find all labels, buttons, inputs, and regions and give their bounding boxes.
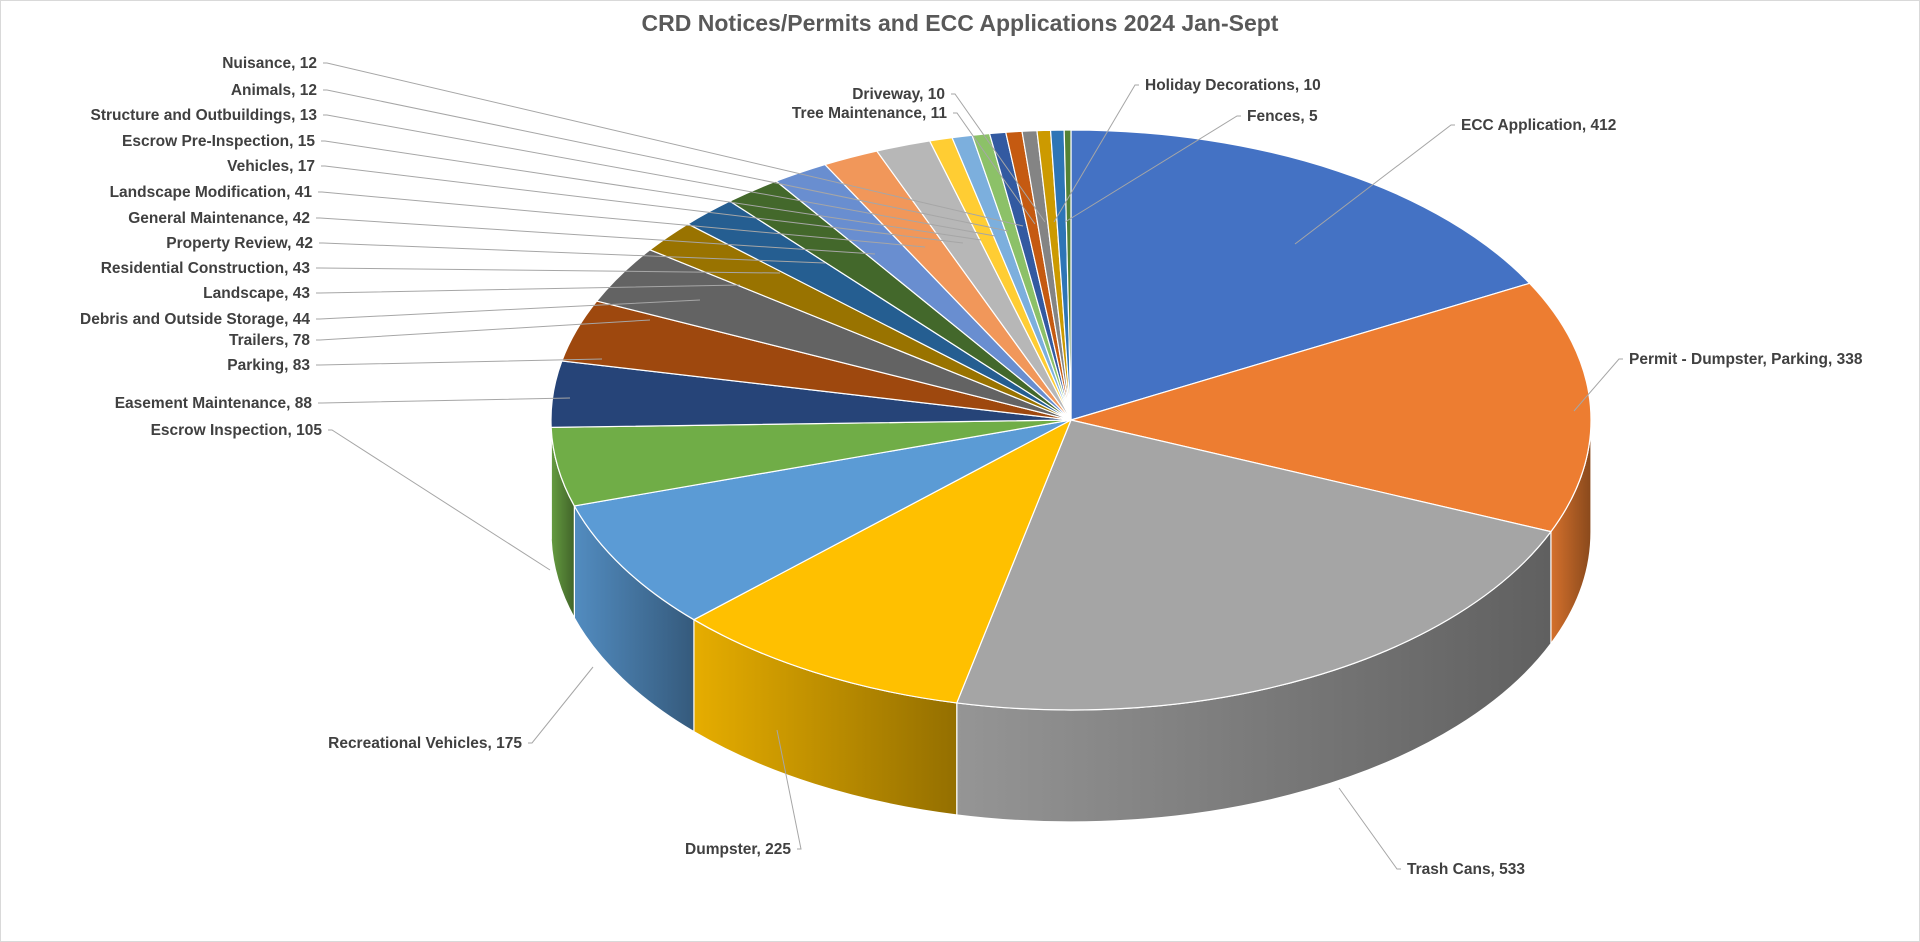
leader-line-debris-and-outside-storage	[316, 299, 701, 320]
data-label-tree-maintenance: Tree Maintenance, 11	[792, 105, 947, 122]
data-label-animals: Animals, 12	[231, 82, 317, 99]
leader-line-nuisance	[323, 62, 1024, 227]
pie-top	[550, 129, 1592, 711]
data-label-dumpster: Dumpster, 225	[685, 841, 791, 858]
data-label-ecc-application: ECC Application, 412	[1461, 117, 1616, 134]
leader-line-holiday-decorations	[1053, 84, 1139, 223]
data-label-trash-cans: Trash Cans, 533	[1407, 861, 1525, 878]
leader-line-structure-and-outbuildings	[323, 114, 996, 237]
data-label-landscape: Landscape, 43	[203, 285, 310, 302]
leader-line-easement-maintenance	[318, 397, 571, 404]
data-label-property-review: Property Review, 42	[166, 235, 313, 252]
data-label-landscape-modification: Landscape Modification, 41	[110, 184, 313, 201]
data-label-general-maintenance: General Maintenance, 42	[128, 210, 310, 227]
leader-line-trailers	[316, 319, 651, 341]
data-label-permit-dumpster-parking: Permit - Dumpster, Parking, 338	[1629, 351, 1863, 368]
leader-line-parking	[316, 358, 603, 366]
leader-line-dumpster	[776, 729, 802, 850]
pie-slice-fences	[1063, 129, 1072, 421]
leader-line-residential-construction	[316, 267, 781, 274]
leader-line-permit-dumpster-parking	[1573, 358, 1623, 412]
data-label-trailers: Trailers, 78	[229, 332, 310, 349]
leader-line-fences	[1064, 115, 1241, 223]
leader-line-landscape-modification	[318, 191, 926, 248]
leader-line-landscape	[316, 284, 741, 294]
data-label-recreational-vehicles: Recreational Vehicles, 175	[328, 735, 522, 752]
data-label-escrow-pre-inspection: Escrow Pre-Inspection, 15	[122, 133, 315, 150]
pie-slice-ecc-application	[1070, 129, 1531, 421]
leader-line-ecc-application	[1294, 124, 1455, 245]
data-label-driveway: Driveway, 10	[852, 86, 945, 103]
data-label-escrow-inspection: Escrow Inspection, 105	[151, 422, 323, 439]
leader-line-escrow-pre-inspection	[321, 140, 982, 241]
leader-line-property-review	[319, 242, 826, 264]
leader-line-vehicles	[321, 165, 964, 244]
leader-line-tree-maintenance	[953, 112, 1036, 225]
data-label-parking: Parking, 83	[227, 357, 310, 374]
leader-line-escrow-inspection	[328, 429, 551, 571]
chart-title: CRD Notices/Permits and ECC Applications…	[642, 10, 1279, 36]
data-label-debris-and-outside-storage: Debris and Outside Storage, 44	[80, 311, 310, 328]
data-label-fences: Fences, 5	[1247, 108, 1318, 125]
leader-lines	[316, 62, 1623, 870]
data-label-easement-maintenance: Easement Maintenance, 88	[115, 395, 313, 412]
leader-line-recreational-vehicles	[528, 666, 594, 744]
pie-slice-recreational-vehicles	[573, 419, 1072, 621]
leader-line-general-maintenance	[316, 217, 876, 255]
leader-line-animals	[323, 89, 1009, 232]
data-label-holiday-decorations: Holiday Decorations, 10	[1145, 77, 1321, 94]
leader-line-trash-cans	[1338, 787, 1401, 870]
pie-slice-trash-cans	[955, 419, 1552, 711]
data-label-vehicles: Vehicles, 17	[227, 158, 315, 175]
leader-line-driveway	[951, 93, 1046, 223]
data-label-nuisance: Nuisance, 12	[222, 55, 317, 72]
pie-slice-dumpster	[692, 418, 1073, 704]
data-label-residential-construction: Residential Construction, 43	[101, 260, 311, 277]
data-labels: ECC Application, 412 Permit - Dumpster, P…	[80, 55, 1863, 878]
data-label-structure-and-outbuildings: Structure and Outbuildings, 13	[91, 107, 318, 124]
pie-slice-permit-dumpster-parking	[1068, 282, 1592, 533]
